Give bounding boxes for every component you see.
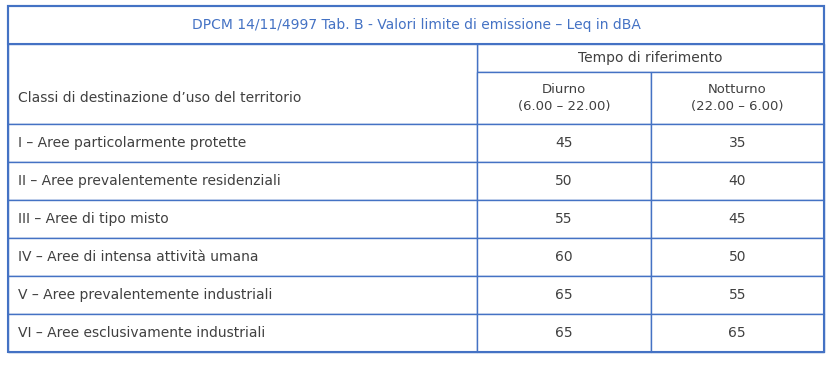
Bar [8, 276, 478, 314]
Text: 65: 65 [555, 326, 572, 340]
Text: DPCM 14/11/4997 Tab. B - Valori limite di emissione – Leq in dBA: DPCM 14/11/4997 Tab. B - Valori limite d… [191, 18, 641, 32]
Text: I – Aree particolarmente protette: I – Aree particolarmente protette [18, 136, 246, 150]
Bar [478, 162, 651, 200]
Bar [651, 276, 824, 314]
Bar [651, 314, 824, 352]
Bar [8, 162, 478, 200]
Text: IV – Aree di intensa attività umana: IV – Aree di intensa attività umana [18, 250, 259, 264]
Bar [478, 276, 651, 314]
Bar [651, 200, 824, 238]
Text: 50: 50 [729, 250, 746, 264]
Bar [478, 200, 651, 238]
Bar [478, 314, 651, 352]
Bar [8, 44, 478, 124]
Bar [8, 238, 478, 276]
Bar [651, 72, 824, 124]
Text: Diurno
(6.00 – 22.00): Diurno (6.00 – 22.00) [518, 83, 610, 113]
Text: II – Aree prevalentemente residenziali: II – Aree prevalentemente residenziali [18, 174, 280, 188]
Bar [8, 314, 478, 352]
Bar [8, 200, 478, 238]
Text: Classi di destinazione d’uso del territorio: Classi di destinazione d’uso del territo… [18, 91, 301, 105]
Text: 65: 65 [555, 288, 572, 302]
Text: III – Aree di tipo misto: III – Aree di tipo misto [18, 212, 169, 226]
Bar [478, 238, 651, 276]
Bar [8, 44, 478, 72]
Text: 60: 60 [555, 250, 572, 264]
Bar [478, 44, 824, 72]
Text: V – Aree prevalentemente industriali: V – Aree prevalentemente industriali [18, 288, 272, 302]
Text: 40: 40 [729, 174, 746, 188]
Bar [478, 124, 651, 162]
Text: 65: 65 [729, 326, 746, 340]
Text: Notturno
(22.00 – 6.00): Notturno (22.00 – 6.00) [691, 83, 784, 113]
Bar [8, 124, 478, 162]
Bar [651, 238, 824, 276]
Text: 35: 35 [729, 136, 746, 150]
Text: 50: 50 [555, 174, 572, 188]
Bar [8, 6, 824, 44]
Text: VI – Aree esclusivamente industriali: VI – Aree esclusivamente industriali [18, 326, 265, 340]
Bar [651, 124, 824, 162]
Text: Tempo di riferimento: Tempo di riferimento [578, 51, 723, 65]
Text: 55: 55 [729, 288, 746, 302]
Text: 45: 45 [555, 136, 572, 150]
Bar [651, 162, 824, 200]
Text: 45: 45 [729, 212, 746, 226]
Text: 55: 55 [555, 212, 572, 226]
Bar [478, 72, 651, 124]
